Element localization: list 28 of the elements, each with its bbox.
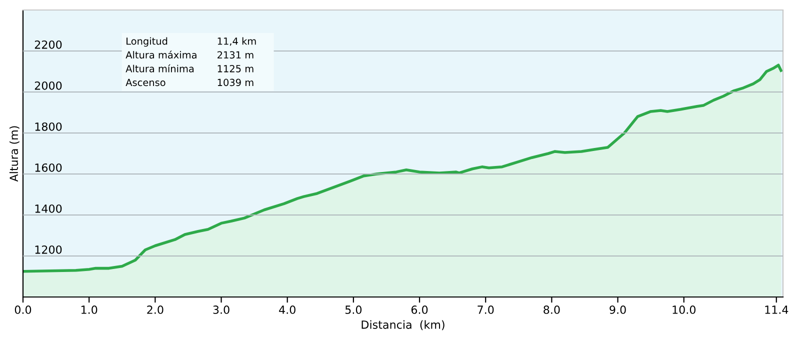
- x-tick-label: 2.0: [147, 306, 164, 314]
- y-tick-label: 2200: [34, 40, 62, 49]
- annotation: Altura mínima: [126, 64, 194, 72]
- x-tick-label: 8.0: [544, 306, 560, 314]
- annotation: Ascenso: [126, 78, 166, 86]
- y-tick-label: 1200: [35, 245, 62, 254]
- annotation: Altura máxima: [126, 50, 196, 59]
- x-tick-label: 9.0: [610, 306, 626, 314]
- x-tick-label: 0.0: [14, 306, 32, 314]
- y-tick-label: 2000: [34, 81, 62, 90]
- y-tick-label: 1400: [35, 204, 62, 213]
- x-tick-label: 11.4: [765, 306, 788, 314]
- x-tick-label: 1.0: [81, 306, 98, 314]
- x-tick-label: 7.0: [478, 306, 494, 314]
- x-tick-label: 5.0: [345, 306, 362, 314]
- annotation: 1125 m: [218, 64, 254, 72]
- annotation: 11,4 km: [218, 37, 256, 46]
- annotation: 1039 m: [218, 78, 254, 86]
- y-tick-label: 1600: [35, 163, 62, 172]
- x-tick-label: 4.0: [279, 306, 296, 314]
- y-axis-title: Altura (m): [9, 126, 20, 182]
- x-tick-label: 3.0: [213, 306, 230, 314]
- x-tick-label: 6.0: [411, 306, 428, 314]
- x-tick-label: 10.0: [672, 306, 696, 314]
- y-tick-label: 1800: [35, 122, 62, 131]
- annotation: Longitud: [126, 37, 168, 47]
- annotation: 2131 m: [218, 51, 254, 59]
- x-axis-title: Distancia (km): [362, 320, 444, 330]
